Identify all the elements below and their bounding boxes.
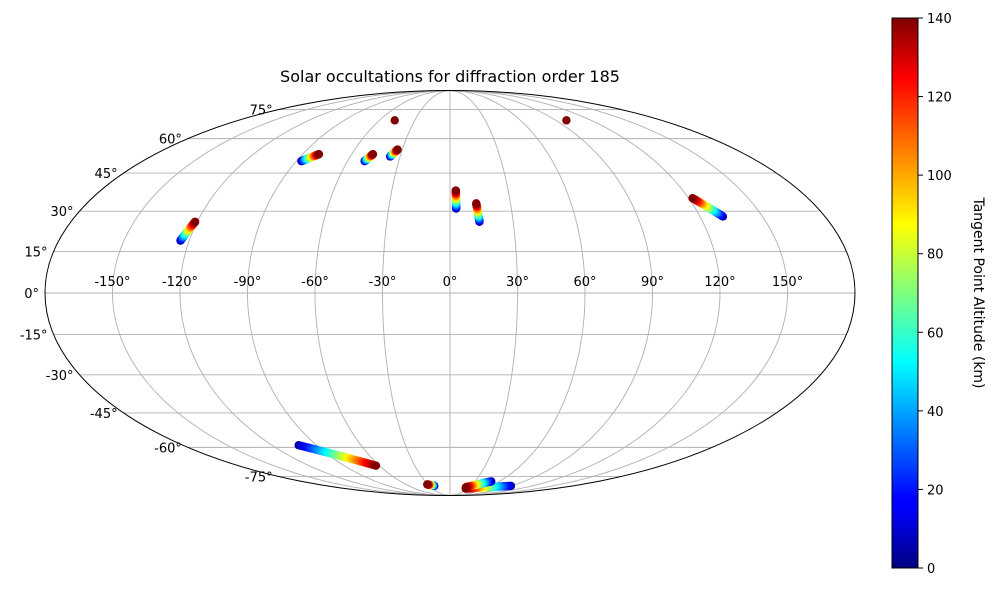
occultation-point [461, 483, 471, 492]
latitude-tick-label: 45° [95, 167, 118, 182]
occultation-point [688, 193, 697, 203]
occultation-point [562, 116, 571, 125]
longitude-tick-label: -90° [234, 275, 262, 290]
map-boundary [44, 90, 856, 496]
latitude-tick-label: -15° [20, 328, 48, 343]
colorbar-tick-label: 80 [927, 248, 944, 263]
occultation-point [472, 199, 481, 208]
longitude-tick-label: -60° [301, 275, 329, 290]
longitude-tick-labels: -150° -120° -90° -60° -30° 0° 30° 60° 90° 120° 150… [94, 275, 803, 290]
latitude-tick-label: 60° [159, 133, 182, 148]
latitude-tick-label: -60° [154, 441, 182, 456]
longitude-tick-label: 120° [704, 275, 735, 290]
longitude-tick-label: 0° [443, 275, 458, 290]
occultation-point [451, 186, 461, 195]
colorbar-tick-label: 40 [927, 405, 944, 420]
longitude-tick-label: -120° [162, 275, 198, 290]
latitude-tick-label: -30° [46, 369, 74, 384]
colorbar: 0 20 40 60 80 100 120 140 Tangent Point Altitud… [891, 12, 986, 577]
colorbar-ticks: 0 20 40 60 80 100 120 140 [918, 12, 952, 577]
occultation-point [371, 461, 381, 470]
occultation-point [314, 149, 324, 159]
longitude-tick-label: -150° [94, 275, 130, 290]
latitude-tick-label: 75° [250, 104, 273, 119]
latitude-tick-labels: 75° 60° 45° 30° 15° 0° -15° -30° -45° -60° -75° [20, 104, 273, 486]
colorbar-gradient [891, 17, 919, 569]
occultation-point [393, 145, 402, 154]
colorbar-tick-label: 120 [927, 91, 952, 106]
colorbar-tick-label: 60 [927, 326, 944, 341]
longitude-tick-label: 90° [641, 275, 664, 290]
latitude-tick-label: -75° [245, 470, 273, 485]
graticule [45, 90, 855, 496]
latitude-tick-label: 15° [25, 246, 48, 261]
longitude-tick-label: 60° [573, 275, 596, 290]
longitude-tick-label: -30° [369, 275, 397, 290]
occultation-point [190, 217, 200, 226]
occultation-point [423, 480, 432, 489]
colorbar-tick-label: 100 [927, 169, 952, 184]
latitude-tick-label: -45° [90, 407, 118, 422]
chart-title: Solar occultations for diffraction order… [280, 67, 620, 86]
colorbar-tick-label: 0 [927, 562, 935, 577]
occultation-point [368, 149, 378, 159]
latitude-tick-label: 30° [50, 205, 73, 220]
longitude-tick-label: 30° [506, 275, 529, 290]
colorbar-tick-label: 140 [927, 12, 952, 27]
colorbar-tick-label: 20 [927, 483, 944, 498]
occultation-points [176, 116, 728, 493]
occultation-point [390, 116, 399, 125]
latitude-tick-label: 0° [24, 287, 39, 302]
longitude-tick-label: 150° [772, 275, 803, 290]
colorbar-label: Tangent Point Altitude (km) [970, 196, 986, 388]
